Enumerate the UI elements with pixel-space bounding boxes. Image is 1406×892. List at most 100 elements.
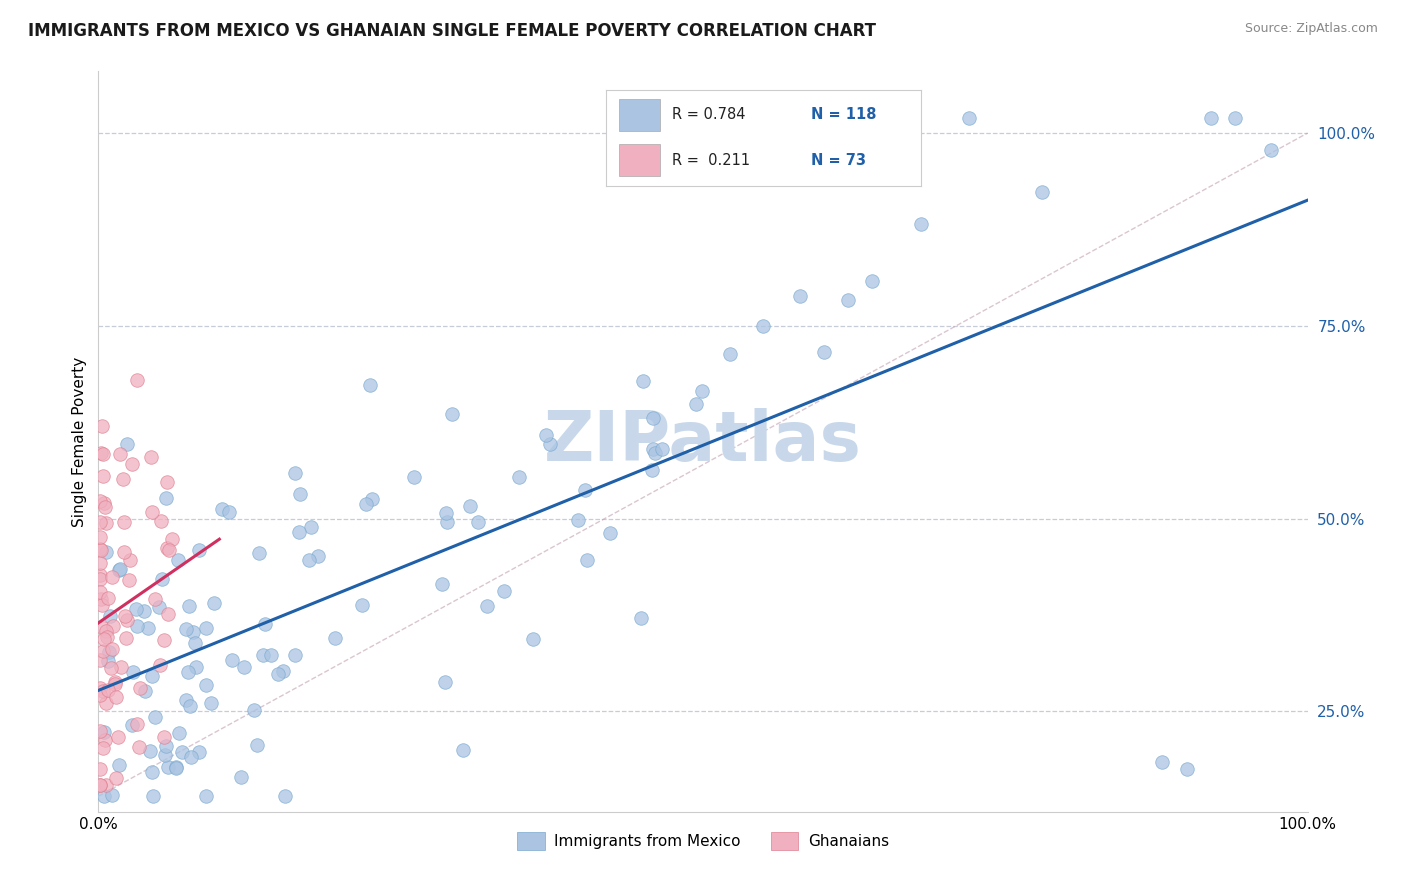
Point — [104, 675, 127, 690]
Point — [156, 607, 179, 621]
Point — [90, 592, 112, 607]
Point — [93, 496, 115, 510]
Point — [177, 599, 200, 613]
Point — [174, 623, 197, 637]
Point — [361, 492, 384, 507]
Point — [143, 710, 166, 724]
Point — [323, 631, 346, 645]
Point — [188, 745, 211, 759]
Point — [117, 436, 139, 450]
Point — [101, 570, 124, 584]
Point — [274, 789, 297, 804]
Point — [813, 344, 835, 359]
Point — [89, 681, 111, 695]
Text: ZIPatlas: ZIPatlas — [544, 408, 862, 475]
Point — [104, 771, 127, 785]
Text: Source: ZipAtlas.com: Source: ZipAtlas.com — [1244, 22, 1378, 36]
Point — [98, 645, 121, 659]
Point — [155, 491, 177, 506]
Point — [115, 631, 138, 645]
Point — [115, 613, 138, 627]
Point — [631, 374, 654, 388]
Point — [97, 682, 120, 697]
Point — [179, 699, 201, 714]
Point — [89, 572, 111, 586]
Point — [180, 750, 202, 764]
Point — [1175, 762, 1198, 776]
Point — [114, 609, 136, 624]
Point — [91, 419, 114, 434]
Point — [89, 652, 111, 666]
Point — [89, 530, 111, 544]
Point — [129, 681, 152, 695]
Point — [96, 591, 118, 605]
Point — [148, 600, 170, 615]
Point — [94, 624, 117, 638]
Point — [91, 469, 114, 483]
Point — [110, 660, 132, 674]
Point — [1223, 111, 1246, 125]
Point — [141, 669, 163, 683]
Point — [492, 583, 515, 598]
Point — [160, 532, 183, 546]
Point — [167, 553, 190, 567]
Point — [142, 789, 165, 804]
Point — [267, 667, 290, 681]
Point — [93, 789, 115, 804]
Point — [94, 733, 117, 747]
Point — [136, 621, 159, 635]
Point — [685, 397, 707, 411]
Point — [298, 553, 321, 567]
Point — [690, 384, 713, 399]
Point — [101, 788, 124, 802]
Point — [100, 661, 122, 675]
Point — [202, 596, 225, 610]
Point — [152, 731, 174, 745]
Point — [89, 778, 111, 792]
Point — [125, 602, 148, 616]
Point — [96, 545, 118, 559]
Point — [156, 541, 179, 556]
Point — [434, 674, 457, 689]
Point — [534, 427, 557, 442]
Point — [139, 743, 162, 757]
Point — [641, 410, 664, 425]
Point — [651, 442, 673, 456]
Point — [91, 683, 114, 698]
Point — [718, 347, 741, 361]
Point — [307, 549, 329, 563]
Point — [111, 472, 134, 486]
Point — [221, 653, 243, 667]
Point — [200, 696, 222, 710]
Point — [112, 545, 135, 559]
Point — [288, 524, 311, 539]
Point — [93, 632, 115, 647]
Point — [402, 470, 425, 484]
Point — [143, 592, 166, 607]
Point — [522, 632, 544, 647]
Point — [218, 505, 240, 519]
Point — [1152, 755, 1174, 769]
Point — [574, 483, 596, 498]
Point — [567, 513, 589, 527]
Point — [247, 545, 270, 559]
Point — [91, 447, 114, 461]
Point — [128, 740, 150, 755]
Point — [89, 494, 111, 508]
Point — [121, 717, 143, 731]
Point — [139, 450, 162, 464]
Point — [101, 642, 124, 657]
Point — [89, 516, 111, 530]
Point — [156, 475, 179, 489]
Point — [288, 487, 311, 501]
Point — [96, 631, 118, 645]
Point — [860, 274, 883, 288]
Point — [89, 567, 111, 582]
Point — [156, 760, 179, 774]
Point — [441, 408, 464, 422]
Point — [90, 542, 112, 557]
Point — [105, 690, 128, 704]
Point — [94, 778, 117, 792]
Point — [153, 747, 176, 762]
Point — [89, 542, 111, 557]
